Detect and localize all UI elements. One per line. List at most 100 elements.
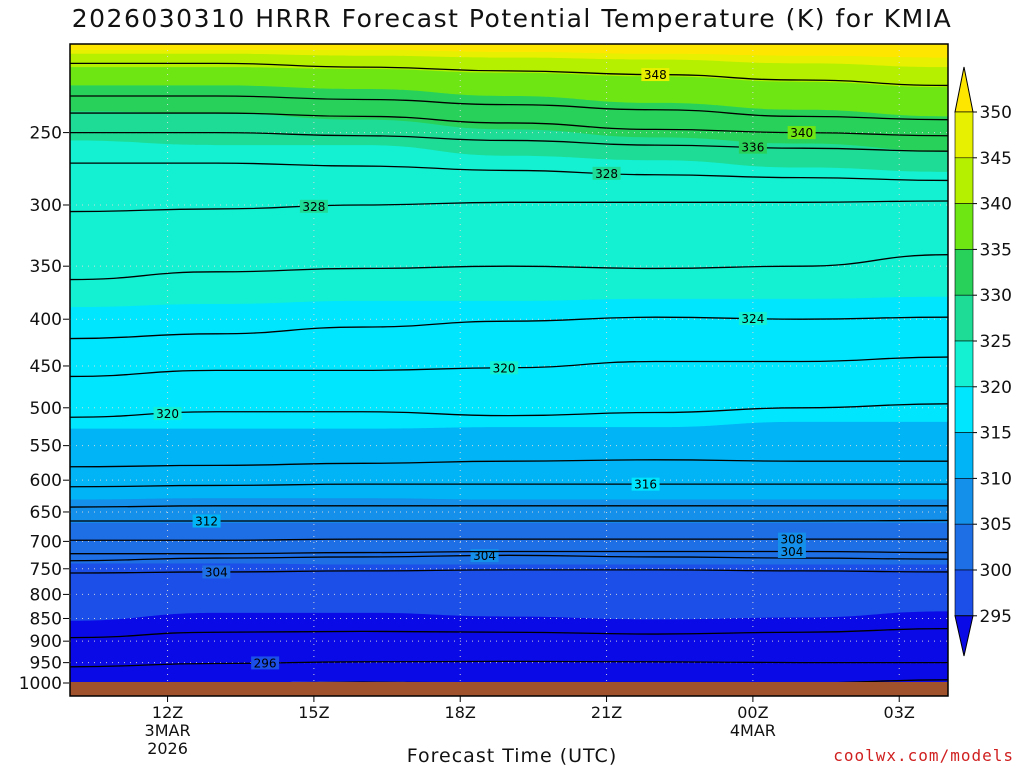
contour-label-bg-20	[641, 68, 670, 82]
colorbar-segment-10	[954, 157, 974, 204]
colorbar: 350 345 340 335 330 325 320 315 310 305 300 295	[954, 66, 1012, 657]
colorbar-segment-11	[954, 111, 974, 159]
colorbar-label-295: 295	[980, 607, 1012, 627]
x-tick-label-00Z: 00Z	[737, 703, 768, 722]
y-tick-label-800: 800	[30, 585, 62, 605]
contour-label-bg-12	[490, 361, 519, 375]
colorbar-segment-8	[954, 249, 974, 296]
contour-label-296: 296	[254, 656, 277, 670]
contour-316-9	[70, 483, 948, 488]
colorbar-label-300: 300	[980, 561, 1012, 581]
colorbar-segment-6	[954, 340, 974, 388]
colorbar-segment-5	[954, 386, 974, 433]
x-tick-label-15Z: 15Z	[298, 703, 329, 722]
contour-label-bg-11	[153, 407, 182, 421]
colorbar-label-320: 320	[980, 378, 1012, 398]
contour-label-bg-3	[202, 565, 231, 579]
contour-304-4	[70, 554, 948, 562]
colorbar-label-350: 350	[980, 103, 1012, 123]
contour-label-340: 340	[790, 126, 813, 140]
y-tick-label-550: 550	[30, 437, 62, 457]
x-tick-year-12Z: 2026	[147, 739, 188, 758]
x-tick-date-12Z: 3MAR	[145, 721, 191, 740]
contour-label-304: 304	[780, 545, 803, 559]
contour-300-2	[70, 627, 948, 639]
contour-label-308: 308	[780, 533, 803, 547]
colorbar-label-335: 335	[980, 240, 1012, 260]
contour-label-bg-0	[251, 656, 280, 670]
contour-label-320: 320	[156, 407, 179, 421]
contour-label-bg-9	[631, 477, 660, 491]
colorbar-label-345: 345	[980, 149, 1012, 169]
contour-324-13	[70, 316, 948, 340]
contour-label-bg-15	[299, 199, 328, 213]
plot-frame	[69, 43, 949, 697]
chart-title: 2026030310 HRRR Forecast Potential Tempe…	[71, 4, 953, 33]
y-tick-label-1000: 1000	[19, 674, 62, 694]
contour-348-20	[70, 62, 948, 87]
contour-label-304: 304	[205, 565, 228, 579]
filled-contours	[70, 44, 948, 684]
ground-layer	[70, 682, 948, 696]
contour-318-10	[70, 459, 948, 468]
contour-label-bg-7	[192, 514, 221, 528]
contour-label-bg-18	[787, 126, 816, 140]
contour-label-bg-5	[777, 544, 806, 558]
y-tick-label-600: 600	[30, 471, 62, 491]
credit-text: coolwx.com/models	[833, 746, 1014, 765]
contour-label-bg-17	[738, 140, 767, 154]
y-tick-label-700: 700	[30, 532, 62, 552]
colorbar-segment-1	[954, 569, 974, 617]
x-tick-label-03Z: 03Z	[884, 703, 915, 722]
contour-label-320: 320	[493, 361, 516, 375]
contour-label-324: 324	[741, 312, 764, 326]
contour-label-304: 304	[473, 549, 496, 563]
fill-band-top	[70, 44, 948, 58]
colorbar-label-315: 315	[980, 424, 1012, 444]
y-tick-label-450: 450	[30, 357, 62, 377]
colorbar-label-325: 325	[980, 332, 1012, 352]
y-tick-label-350: 350	[30, 257, 62, 277]
x-tick-date-00Z: 4MAR	[730, 721, 776, 740]
y-tick-label-750: 750	[30, 560, 62, 580]
contour-label-312: 312	[195, 515, 218, 529]
contour-label-316: 316	[634, 478, 657, 492]
y-tick-label-400: 400	[30, 310, 62, 330]
y-tick-label-950: 950	[30, 654, 62, 674]
y-tick-label-250: 250	[30, 124, 62, 144]
contour-336-17	[70, 131, 948, 152]
contour-314-8	[70, 505, 948, 508]
contour-328-15	[70, 200, 948, 213]
colorbar-label-330: 330	[980, 286, 1012, 306]
colorbar-label-340: 340	[980, 195, 1012, 215]
colorbar-segment-9	[954, 203, 974, 250]
colorbar-segment-4	[954, 432, 974, 479]
y-tick-label-850: 850	[30, 609, 62, 629]
y-tick-label-300: 300	[30, 196, 62, 216]
contour-344-19	[70, 95, 948, 121]
contour-label-bg-16	[592, 166, 621, 180]
y-tick-label-900: 900	[30, 632, 62, 652]
x-tick-label-18Z: 18Z	[445, 703, 476, 722]
contour-296-0	[70, 660, 948, 668]
contour-label-348: 348	[644, 68, 667, 82]
contour-label-328: 328	[302, 200, 325, 214]
x-axis-title: Forecast Time (UTC)	[406, 745, 618, 767]
x-tick-label-12Z: 12Z	[152, 703, 183, 722]
colorbar-label-305: 305	[980, 515, 1012, 535]
contour-326-14	[70, 254, 948, 281]
colorbar-bottom-arrow	[954, 615, 974, 657]
x-tick-label-21Z: 21Z	[591, 703, 622, 722]
contour-label-328: 328	[595, 167, 618, 181]
contour-label-bg-6	[777, 532, 806, 546]
contour-320-11	[70, 403, 948, 418]
colorbar-segment-7	[954, 294, 974, 342]
contour-label-bg-13	[738, 312, 767, 326]
y-tick-label-500: 500	[30, 399, 62, 419]
colorbar-label-310: 310	[980, 469, 1012, 489]
contour-label-bg-4	[470, 549, 499, 563]
y-axis: 250 300 350 400 450 500 550 600 650 700 750 800 850 9…	[19, 124, 69, 694]
